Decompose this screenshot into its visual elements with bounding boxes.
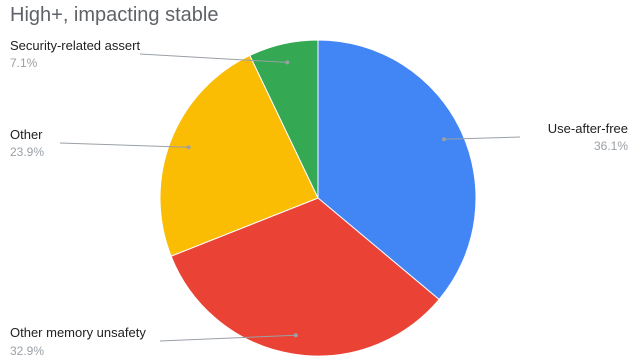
slice-label-other: Other [10, 127, 43, 142]
pie-labels: Use-after-free 36.1% Other memory unsafety… [10, 38, 628, 358]
leader-dot-other-memory-unsafety [293, 333, 298, 338]
slice-value-other-memory-unsafety: 32.9% [10, 344, 44, 358]
leader-dot-use-after-free [441, 137, 446, 142]
pie-slice-use-after-free [317, 39, 477, 301]
slice-label-use-after-free: Use-after-free [548, 121, 628, 136]
leader-line-security-related-assert [139, 53, 288, 63]
leader-line-use-after-free [443, 136, 521, 140]
pie-slices [159, 39, 477, 357]
leader-dot-security-related-assert [285, 60, 290, 65]
slice-value-other: 23.9% [10, 145, 44, 159]
slice-value-security-related-assert: 7.1% [10, 56, 38, 70]
leader-line-other [59, 142, 189, 148]
pie-slice-other-memory-unsafety [170, 197, 440, 357]
leader-line-other-memory-unsafety [159, 334, 296, 342]
slice-value-use-after-free: 36.1% [594, 139, 628, 153]
slice-label-security-related-assert: Security-related assert [10, 38, 140, 53]
chart-title: High+, impacting stable [10, 4, 219, 26]
pie-slice-other [159, 54, 319, 257]
leader-dot-other [186, 145, 191, 150]
pie-slice-security-related-assert [249, 39, 319, 199]
slice-label-other-memory-unsafety: Other memory unsafety [10, 325, 146, 340]
